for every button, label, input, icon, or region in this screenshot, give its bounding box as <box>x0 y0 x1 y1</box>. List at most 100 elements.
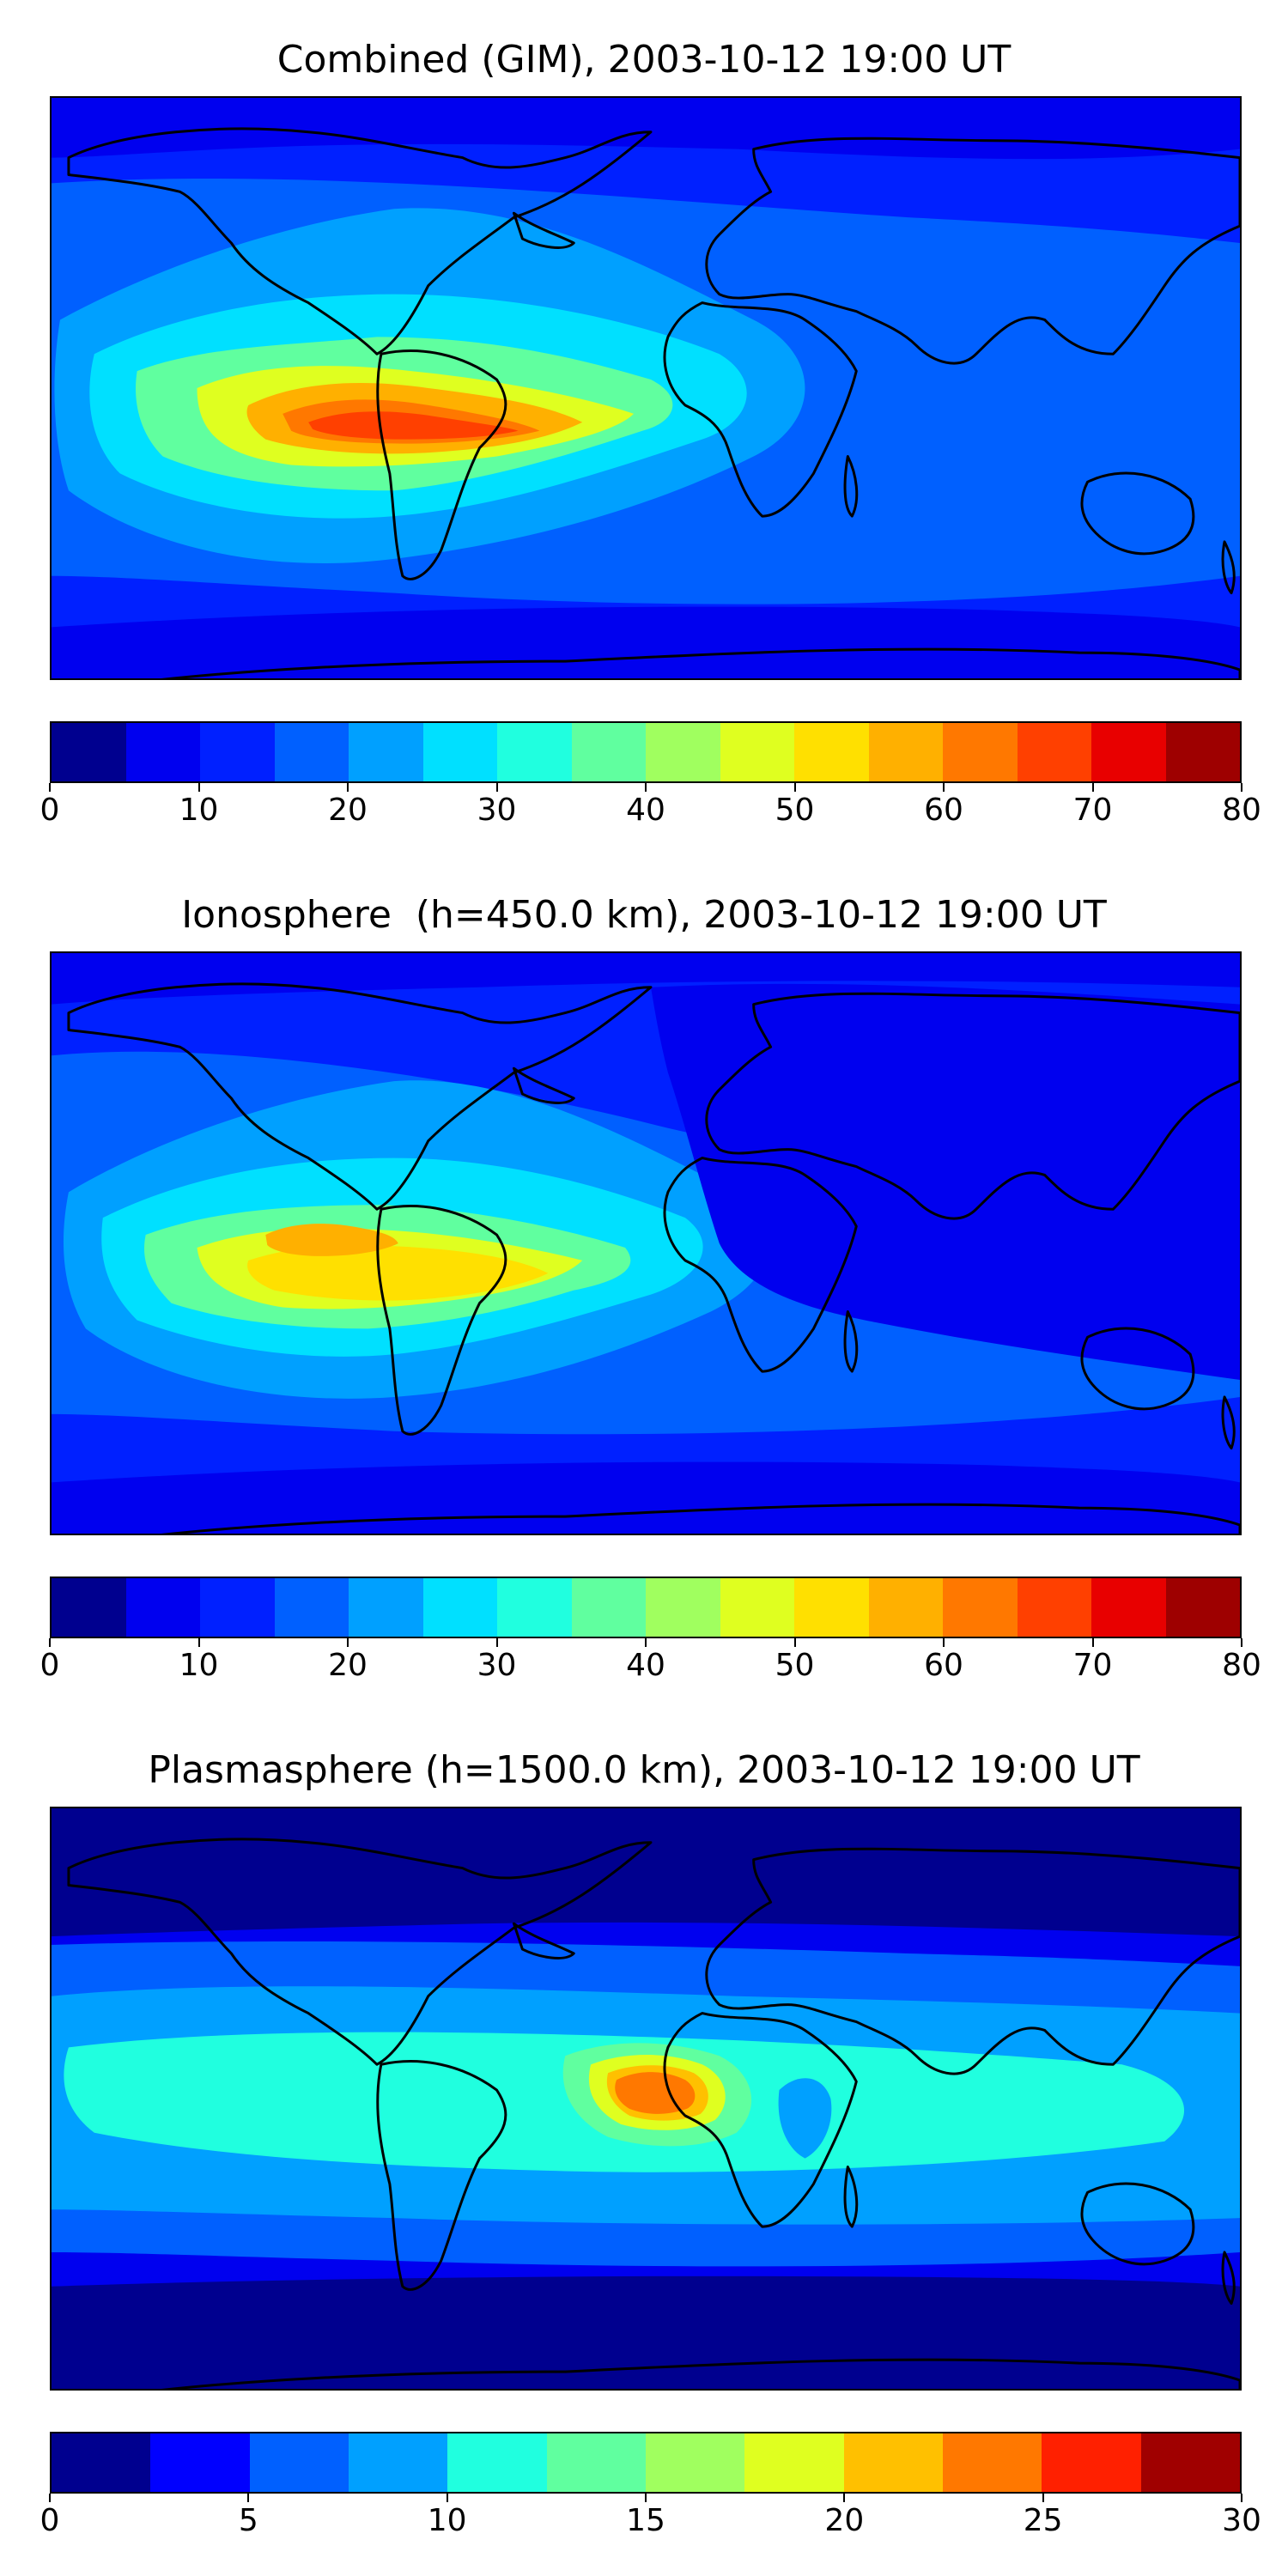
colorbar-segment <box>794 723 869 781</box>
colorbar-tick-label: 30 <box>477 793 517 828</box>
colorbar-segment <box>349 723 423 781</box>
colorbar-tick <box>197 1638 200 1647</box>
coastline <box>843 455 859 518</box>
colorbar-tick <box>793 1638 796 1647</box>
coastline <box>663 301 858 518</box>
colorbar-segment <box>744 2433 844 2492</box>
panel-1-colorbar-ticks: 0 10 20 30 40 50 60 70 80 <box>40 783 1261 828</box>
colorbar-tick-label: 0 <box>39 1648 60 1683</box>
colorbar-tick-label: 20 <box>824 2503 865 2538</box>
coastline <box>161 647 1240 678</box>
panel-2-map <box>50 951 1242 1535</box>
coastline <box>67 982 653 1211</box>
colorbar-segment <box>794 1578 869 1637</box>
colorbar-tick-label: 80 <box>1222 793 1261 828</box>
colorbar-tick <box>49 1638 51 1647</box>
colorbar-tick-label: 50 <box>775 793 815 828</box>
colorbar-segment <box>942 2433 1042 2492</box>
colorbar-segment <box>1042 2433 1141 2492</box>
field-contour-band5 <box>247 1245 549 1301</box>
colorbar-tick <box>1091 1638 1094 1647</box>
coastline <box>1221 2251 1236 2306</box>
colorbar-segment <box>720 723 794 781</box>
panel-1-map <box>50 96 1242 680</box>
colorbar-segment <box>200 1578 275 1637</box>
field-contour-high-latitude <box>52 2275 1240 2389</box>
colorbar-segment <box>546 2433 646 2492</box>
panel-2-colorbar <box>50 1577 1242 1638</box>
panel-3-map <box>50 1807 1242 2391</box>
coastline <box>843 1310 859 1373</box>
colorbar-tick <box>49 783 51 792</box>
colorbar-segment <box>497 723 572 781</box>
field-contour-high-latitude <box>52 1461 1240 1534</box>
coastline <box>1221 540 1236 595</box>
colorbar-segment <box>1091 723 1166 781</box>
colorbar-segment <box>645 2433 745 2492</box>
colorbar-segment <box>646 1578 720 1637</box>
colorbar-segment <box>422 723 497 781</box>
colorbar-tick-label: 20 <box>328 1648 368 1683</box>
colorbar-segment <box>1165 723 1240 781</box>
colorbar-segment <box>1017 723 1091 781</box>
field-contour-high-latitude <box>52 953 1240 1005</box>
coastline <box>843 2166 859 2228</box>
colorbar-tick <box>843 2494 846 2502</box>
colorbar-tick <box>1091 783 1094 792</box>
coastline <box>1080 471 1195 556</box>
colorbar-tick-label: 20 <box>328 793 368 828</box>
colorbar-tick-label: 10 <box>179 1648 219 1683</box>
panel-3-colorbar <box>50 2432 1242 2494</box>
colorbar-tick-label: 0 <box>39 793 60 828</box>
field-contour-high-latitude <box>650 983 1240 1381</box>
colorbar-tick-label: 70 <box>1072 1648 1113 1683</box>
colorbar-tick <box>446 2494 448 2502</box>
panel-1-colorbar <box>50 721 1242 783</box>
colorbar-tick <box>1241 1638 1242 1647</box>
colorbar-segment <box>1165 1578 1240 1637</box>
colorbar-segment <box>52 1578 126 1637</box>
coastline <box>67 1838 653 2066</box>
panel-2-field <box>52 953 1240 1534</box>
coastline <box>161 2358 1240 2389</box>
panel-1-title: Combined (GIM), 2003-10-12 19:00 UT <box>276 38 1012 82</box>
colorbar-segment <box>349 1578 423 1637</box>
colorbar-tick-label: 0 <box>39 2503 60 2538</box>
colorbar-segment <box>422 1578 497 1637</box>
colorbar-segment <box>125 1578 200 1637</box>
colorbar-tick <box>645 2494 647 2502</box>
colorbar-tick <box>645 783 647 792</box>
colorbar-segment <box>150 2433 250 2492</box>
colorbar-tick-label: 50 <box>775 1648 815 1683</box>
colorbar-tick <box>943 1638 945 1647</box>
coastline <box>376 349 507 580</box>
colorbar-segment <box>943 723 1018 781</box>
coastline <box>705 1847 1240 2075</box>
colorbar-tick-label: 15 <box>626 2503 665 2538</box>
coastline <box>1221 1395 1236 1450</box>
colorbar-tick-label: 10 <box>179 793 219 828</box>
colorbar-tick-label: 30 <box>1222 2503 1261 2538</box>
colorbar-tick <box>793 783 796 792</box>
colorbar-tick-label: 40 <box>626 793 665 828</box>
colorbar-tick-label: 5 <box>238 2503 258 2538</box>
colorbar-segment <box>843 2433 943 2492</box>
colorbar-segment <box>274 1578 349 1637</box>
colorbar-tick-label: 70 <box>1072 793 1113 828</box>
colorbar-segment <box>868 1578 943 1637</box>
coastline <box>512 211 575 249</box>
colorbar-tick-label: 30 <box>477 1648 517 1683</box>
coastline <box>512 1922 575 1959</box>
coastline <box>376 2060 507 2291</box>
coastline <box>1080 1327 1195 1411</box>
colorbar-segment <box>943 1578 1018 1637</box>
field-contour-peak <box>265 1224 398 1256</box>
colorbar-segment <box>249 2433 349 2492</box>
colorbar-tick <box>347 1638 349 1647</box>
colorbar-tick <box>495 1638 498 1647</box>
colorbar-segment <box>274 723 349 781</box>
colorbar-segment <box>497 1578 572 1637</box>
colorbar-segment <box>868 723 943 781</box>
field-contour-high-latitude <box>52 98 1240 160</box>
panel-3-colorbar-ticks: 0 5 10 15 20 25 30 <box>40 2494 1261 2538</box>
